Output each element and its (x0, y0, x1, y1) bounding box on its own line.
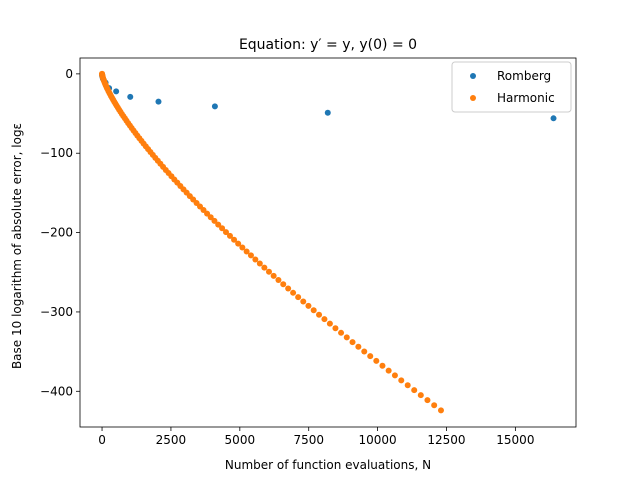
data-point-harmonic (316, 311, 323, 318)
legend-label-harmonic: Harmonic (497, 91, 555, 105)
legend: Romberg Harmonic (451, 61, 572, 113)
data-point-harmonic (243, 248, 250, 255)
data-point-harmonic (411, 387, 418, 394)
axes-frame (79, 57, 577, 428)
x-tick-label: 15000 (496, 433, 534, 447)
data-point-harmonic (321, 316, 328, 323)
data-point-harmonic (215, 221, 222, 228)
x-tick-label: 7500 (293, 433, 324, 447)
data-point-harmonic (265, 268, 272, 275)
data-point-harmonic (385, 367, 392, 374)
data-point-harmonic (437, 407, 444, 414)
legend-marker-romberg (470, 73, 476, 79)
data-point-harmonic (295, 294, 302, 301)
data-point-harmonic (431, 402, 438, 409)
data-point-harmonic (270, 272, 277, 279)
data-point-harmonic (275, 277, 282, 284)
data-point-harmonic (207, 214, 214, 221)
y-axis-label: Base 10 logarithm of absolute error, log… (10, 123, 24, 369)
y-tick-label: 0 (65, 67, 73, 81)
data-point-romberg (127, 93, 134, 100)
legend-label-romberg: Romberg (497, 69, 551, 83)
data-point-harmonic (235, 240, 242, 247)
data-point-harmonic (349, 339, 356, 346)
data-point-harmonic (373, 357, 380, 364)
x-axis-ticks: 0 2500 5000 7500 10000 12500 15000 (98, 427, 534, 447)
data-point-harmonic (332, 325, 339, 332)
data-point-harmonic (219, 225, 226, 232)
data-point-romberg (550, 115, 557, 122)
x-tick-label: 2500 (156, 433, 187, 447)
data-point-harmonic (231, 236, 238, 243)
data-series-layer (99, 70, 557, 414)
data-point-harmonic (404, 382, 411, 389)
data-point-harmonic (417, 392, 424, 399)
y-axis-ticks: 0 −100 −200 −300 −400 (40, 67, 80, 398)
data-point-harmonic (300, 298, 307, 305)
y-tick-label: −100 (40, 146, 73, 160)
data-point-harmonic (252, 256, 259, 263)
data-point-harmonic (424, 397, 431, 404)
chart-title: Equation: y′ = y, y(0) = 0 (239, 37, 417, 53)
y-tick-label: −200 (40, 226, 73, 240)
data-point-romberg (113, 88, 120, 95)
data-point-harmonic (211, 217, 218, 224)
data-point-harmonic (338, 329, 345, 336)
data-point-harmonic (239, 244, 246, 251)
y-tick-label: −300 (40, 305, 73, 319)
legend-marker-harmonic (470, 95, 476, 101)
series-harmonic (99, 70, 444, 414)
data-point-harmonic (379, 362, 386, 369)
data-point-romberg (211, 103, 218, 110)
data-point-harmonic (222, 229, 229, 236)
data-point-harmonic (367, 353, 374, 360)
data-point-harmonic (285, 285, 292, 292)
x-tick-label: 0 (98, 433, 106, 447)
x-tick-label: 12500 (427, 433, 465, 447)
data-point-harmonic (280, 281, 287, 288)
data-point-harmonic (355, 343, 362, 350)
legend-box (451, 61, 572, 113)
x-axis-label: Number of function evaluations, N (225, 458, 431, 472)
x-tick-label: 10000 (359, 433, 397, 447)
data-point-harmonic (305, 302, 312, 309)
data-point-harmonic (290, 289, 297, 296)
data-point-harmonic (256, 260, 263, 267)
data-point-harmonic (247, 252, 254, 259)
data-point-harmonic (326, 320, 333, 327)
data-point-romberg (155, 98, 162, 105)
data-point-harmonic (343, 334, 350, 341)
data-point-harmonic (310, 307, 317, 314)
y-tick-label: −400 (40, 384, 73, 398)
plot-area (79, 57, 577, 428)
data-point-harmonic (261, 264, 268, 271)
data-point-harmonic (398, 377, 405, 384)
data-point-harmonic (204, 210, 211, 217)
data-point-harmonic (361, 348, 368, 355)
data-point-harmonic (391, 372, 398, 379)
x-tick-label: 5000 (225, 433, 256, 447)
data-point-romberg (324, 109, 331, 116)
data-point-harmonic (226, 232, 233, 239)
